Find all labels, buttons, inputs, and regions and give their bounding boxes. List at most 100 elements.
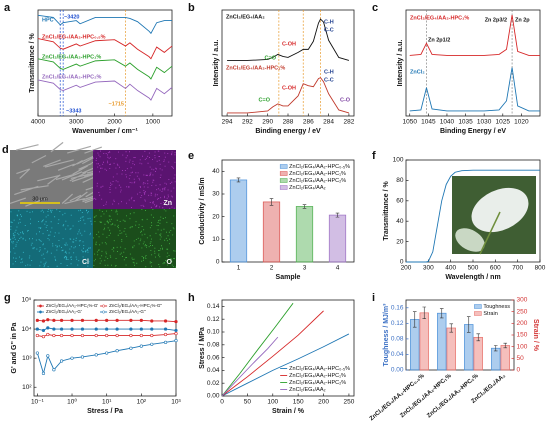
x-tick-label: 286 xyxy=(303,119,314,126)
data-line xyxy=(227,18,350,61)
y-axis-label: Stress / MPa xyxy=(199,327,206,369)
scale-bar-label: 30 μm xyxy=(32,196,48,202)
data-point xyxy=(139,344,143,348)
data-point xyxy=(129,333,133,338)
x-tick-label: 290 xyxy=(262,119,273,126)
data-line xyxy=(409,14,540,56)
annotation: Zn 2p xyxy=(515,17,530,23)
y-tick-label: 0.12 xyxy=(207,316,220,323)
y2-tick-label: 100 xyxy=(517,343,528,350)
annotation: Zn 2p3/2 xyxy=(485,17,507,23)
data-point xyxy=(94,333,98,338)
annotation: ~1715 xyxy=(109,101,124,107)
x-tick-label: 1020 xyxy=(514,119,529,126)
data-point xyxy=(94,318,98,322)
legend-swatch xyxy=(279,178,288,183)
data-line xyxy=(409,67,540,112)
x-tick-label: 284 xyxy=(323,119,334,126)
panel-letter: f xyxy=(372,150,376,162)
x-tick-label: 282 xyxy=(343,119,354,126)
data-point xyxy=(163,327,168,331)
data-point xyxy=(163,319,168,323)
legend-swatch xyxy=(474,304,482,309)
x-tick-label: 288 xyxy=(283,119,294,126)
data-point xyxy=(139,327,143,331)
y-axis-label: Transmittance / % xyxy=(383,180,390,240)
y-tick-label: 20 xyxy=(212,213,220,220)
y-axis-label: Transmittance / % xyxy=(29,32,36,92)
x-axis-label: Sample xyxy=(276,274,301,281)
data-line xyxy=(36,340,177,376)
data-point xyxy=(105,318,109,322)
bar xyxy=(262,201,281,263)
bar xyxy=(295,206,314,263)
x-tick-label: 10⁰ xyxy=(67,398,77,406)
data-point xyxy=(70,327,74,331)
data-point xyxy=(70,318,74,322)
legend-label: ZnCl₂/EG₄/AA₂-HPC₂% xyxy=(289,178,346,184)
series-label: ZnCl₂ xyxy=(410,69,425,75)
legend-marker xyxy=(102,304,106,308)
data-point xyxy=(150,333,154,338)
legend-label: ZnCl₂/EG₄/AA₂-HPC₀.₅% xyxy=(289,164,350,170)
data-point xyxy=(52,368,56,372)
map-panel xyxy=(93,209,176,268)
x-tick-label: 600 xyxy=(490,265,501,272)
bar xyxy=(491,347,501,371)
x-tick-label: 292 xyxy=(242,119,253,126)
data-point xyxy=(174,331,178,336)
y-tick-label: 20 xyxy=(396,238,404,245)
x-tick-label: 1035 xyxy=(458,119,473,126)
y-tick-label: 0.06 xyxy=(207,354,220,361)
x-tick-label: 150 xyxy=(293,399,304,406)
x-axis-label: Wavenumber / cm⁻¹ xyxy=(72,128,138,135)
legend-label: ZnCl₂/EG₄/AA₂ xyxy=(289,387,325,393)
data-point xyxy=(52,318,56,322)
x-category-label: 3 xyxy=(303,265,307,272)
bar xyxy=(437,312,447,371)
y-tick-label: 100 xyxy=(393,157,404,164)
data-point xyxy=(163,340,168,344)
x-tick-label: 1030 xyxy=(477,119,492,126)
data-line xyxy=(221,333,350,397)
bar xyxy=(500,345,510,371)
x-tick-label: 294 xyxy=(222,119,233,126)
y-tick-label: 10⁴ xyxy=(21,326,31,333)
x-tick-label: 1045 xyxy=(421,119,436,126)
plot-frame xyxy=(33,299,177,397)
x-tick-label: 2000 xyxy=(107,119,122,126)
y-axis-label: G' and G'' in Pa xyxy=(11,322,18,373)
x-category-label: 1 xyxy=(237,265,241,272)
y-tick-label: 0 xyxy=(400,259,404,266)
y-tick-label: 40 xyxy=(212,168,220,175)
series-label: HPC xyxy=(42,17,54,23)
x-axis-label: Wavelength / nm xyxy=(445,274,500,281)
annotation: C-OH xyxy=(282,85,296,91)
error-bar xyxy=(493,345,498,352)
bar xyxy=(419,312,429,371)
legend-marker xyxy=(39,310,42,314)
y-tick-label: 0.14 xyxy=(207,303,220,310)
y2-tick-label: 200 xyxy=(517,320,528,327)
data-point xyxy=(70,356,74,360)
y-tick-label: 0.16 xyxy=(391,304,404,311)
y-tick-label: 10³ xyxy=(22,355,32,362)
y-tick-label: 10² xyxy=(22,384,32,391)
y-tick-label: 0.00 xyxy=(391,367,404,374)
x-tick-label: 1000 xyxy=(146,119,161,126)
x-tick-label: 1025 xyxy=(496,119,511,126)
bar xyxy=(229,179,248,263)
error-bar xyxy=(412,311,417,328)
x-tick-label: 4000 xyxy=(31,119,46,126)
panel-letter: a xyxy=(4,2,11,14)
annotation: C-C xyxy=(324,77,334,83)
x-category-label: 2 xyxy=(270,265,274,272)
x-tick-label: 50 xyxy=(244,399,252,406)
inset-stem xyxy=(479,211,501,255)
data-point xyxy=(41,328,46,333)
data-point xyxy=(80,333,85,338)
error-bar xyxy=(302,204,307,209)
series-label: ZnCl₂/EG₄/AA₂-HPC₁% xyxy=(42,54,101,60)
